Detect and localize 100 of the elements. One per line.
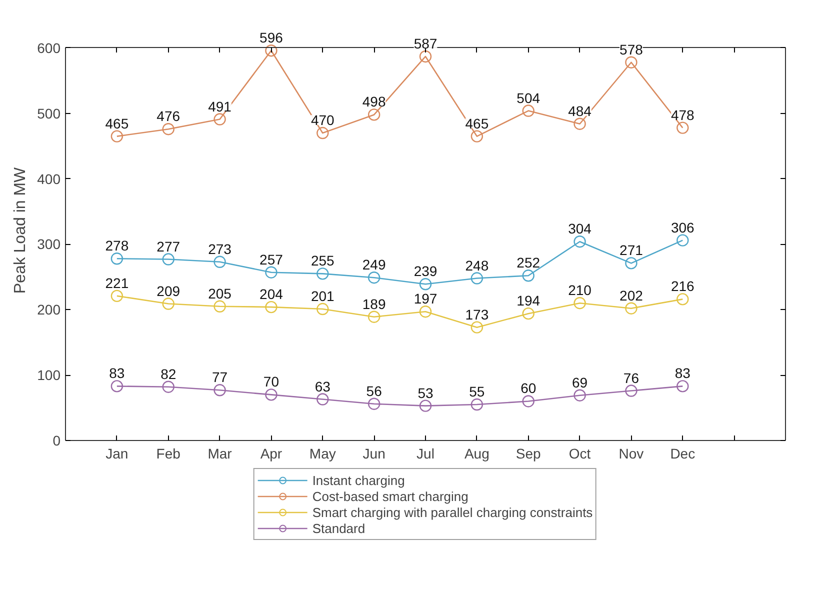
- point: [265, 266, 278, 278]
- data-label: 202: [620, 287, 644, 304]
- point: [522, 395, 534, 408]
- point: [522, 104, 534, 117]
- point: [470, 398, 484, 411]
- point: [419, 278, 432, 290]
- y-tick-label: 600: [37, 40, 61, 56]
- point: [214, 113, 226, 126]
- point: [162, 380, 174, 393]
- y-tick-label: 500: [37, 105, 61, 122]
- point: [470, 272, 484, 284]
- data-label: 465: [105, 115, 129, 132]
- data-label: 465: [465, 115, 489, 132]
- data-label: 83: [109, 365, 125, 382]
- x-tick-label: Feb: [156, 446, 181, 462]
- data-label: 53: [418, 384, 434, 401]
- data-label: 60: [520, 380, 536, 396]
- data-label: 470: [310, 112, 335, 128]
- data-label: 56: [366, 382, 382, 399]
- legend-label: Standard: [312, 520, 366, 536]
- point: [470, 130, 484, 142]
- x-tick-label: Jul: [416, 446, 434, 462]
- x-tick-label: Dec: [670, 446, 696, 462]
- data-label: 255: [310, 252, 335, 269]
- data-label: 201: [310, 288, 335, 304]
- data-label: 252: [516, 254, 540, 271]
- data-label: 204: [260, 286, 284, 302]
- y-tick-label: 400: [37, 170, 61, 187]
- data-label: 587: [414, 35, 438, 52]
- x-tick-label: Mar: [208, 446, 232, 462]
- x-tick-label: Nov: [618, 446, 644, 462]
- data-label: 596: [260, 30, 284, 46]
- point: [265, 388, 278, 401]
- y-tick-label: 300: [37, 236, 61, 252]
- point: [522, 270, 534, 282]
- data-label: 504: [516, 90, 540, 106]
- point: [676, 234, 689, 246]
- point: [574, 389, 586, 402]
- point: [676, 122, 689, 134]
- point: [316, 268, 329, 280]
- x-tick-label: Jan: [106, 446, 128, 462]
- point: [419, 50, 432, 63]
- data-label: 306: [670, 219, 695, 236]
- y-tick-label: 0: [52, 432, 61, 448]
- data-label: 70: [263, 374, 280, 390]
- x-tick-label: Oct: [568, 446, 591, 462]
- point: [265, 300, 278, 314]
- point: [368, 310, 380, 323]
- data-label: 277: [156, 238, 180, 254]
- data-label: 476: [156, 108, 180, 124]
- data-label: 69: [572, 374, 588, 390]
- data-label: 578: [620, 41, 644, 58]
- data-label: 304: [568, 220, 592, 237]
- point: [316, 393, 329, 406]
- data-label: 76: [623, 370, 640, 386]
- data-label: 498: [362, 94, 386, 110]
- x-tick-label: Sep: [516, 446, 542, 462]
- point: [110, 290, 124, 302]
- data-label: 209: [156, 282, 180, 299]
- point: [625, 384, 638, 397]
- data-label: 205: [208, 285, 232, 302]
- data-label: 83: [674, 365, 691, 382]
- y-tick-label: 200: [37, 302, 61, 318]
- data-label: 271: [620, 242, 644, 258]
- point: [625, 302, 638, 314]
- point: [522, 307, 534, 320]
- point: [676, 380, 689, 392]
- data-label: 173: [465, 306, 489, 322]
- legend-label: Instant charging: [312, 472, 405, 488]
- point: [368, 272, 380, 284]
- data-label: 257: [260, 251, 284, 268]
- data-label: 210: [568, 282, 592, 298]
- y-tick-label: 100: [37, 367, 61, 384]
- point: [368, 398, 380, 410]
- point: [574, 297, 586, 310]
- point: [110, 252, 124, 265]
- data-label: 197: [414, 290, 438, 307]
- data-label: 484: [568, 102, 592, 119]
- point: [316, 302, 329, 316]
- point: [162, 253, 174, 266]
- data-label: 273: [208, 240, 232, 257]
- data-label: 278: [105, 238, 129, 254]
- data-label: 491: [208, 98, 232, 114]
- legend-label: Cost-based smart charging: [312, 488, 468, 504]
- data-label: 216: [670, 278, 695, 294]
- data-label: 82: [160, 366, 176, 382]
- legend-label: Smart charging with parallel charging constraints: [312, 504, 593, 520]
- point: [625, 257, 638, 270]
- data-label: 478: [670, 106, 695, 123]
- point: [214, 256, 226, 268]
- data-label: 194: [516, 292, 540, 309]
- point: [214, 300, 226, 312]
- point: [574, 118, 586, 130]
- point: [162, 123, 174, 136]
- point: [316, 126, 329, 140]
- point: [110, 380, 124, 392]
- point: [265, 44, 278, 57]
- x-tick-label: May: [309, 446, 336, 462]
- point: [162, 298, 174, 310]
- y-axis-title: Peak Load in MW: [12, 166, 30, 294]
